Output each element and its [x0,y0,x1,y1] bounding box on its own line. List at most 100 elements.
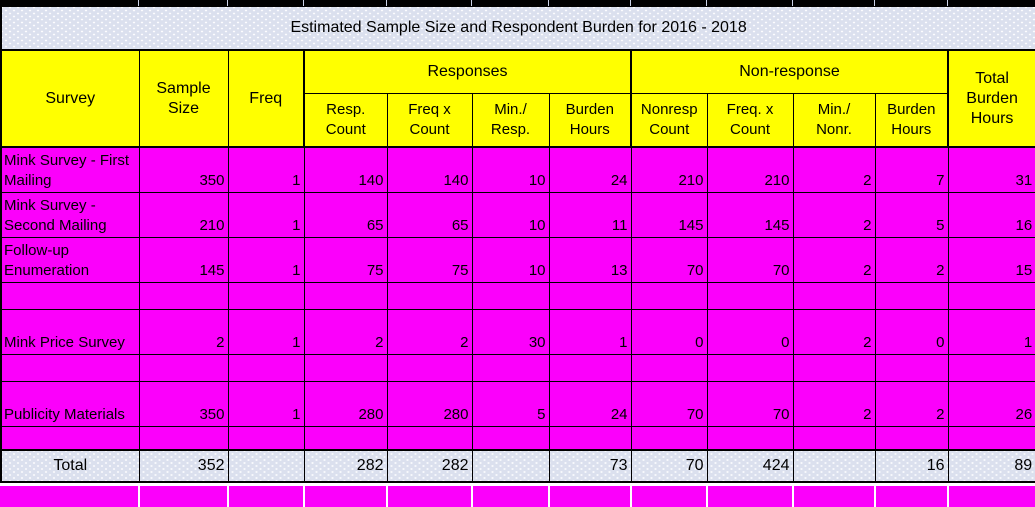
table-cell: 1 [227,309,305,355]
header-line: Resp. [490,121,531,138]
header-line: Freq x [408,101,451,118]
table-cell: 2 [138,309,229,355]
top-strip-segment [138,0,227,6]
col-header-total-burden-hours: Total Burden Hours [946,49,1035,148]
row-label-line: Survey [78,334,125,351]
table-cell: 16 [874,449,949,483]
header-line: Hours [970,109,1014,127]
row-mink-survey-first-mailing: Mink Survey - First Mailing 350 1 140 14… [0,146,1035,193]
table-cell: 75 [303,237,388,283]
empty-cell [471,426,550,451]
header-line: Nonr. [816,121,852,138]
top-strip-segment [303,0,386,6]
table-cell: 65 [303,192,388,238]
empty-cell [138,426,229,451]
empty-cell [227,282,305,310]
table-cell: 89 [947,449,1035,483]
header-line: Min./ [494,101,527,118]
empty-cell [630,354,708,382]
bottom-row-segment [227,486,303,507]
empty-row [0,354,1035,382]
table-cell: 13 [548,237,632,283]
empty-cell [630,282,708,310]
table-cell: 282 [386,449,473,483]
row-label: Mink Survey - Second Mailing [0,192,140,238]
bottom-row-segment [0,486,138,507]
col-header-freq-x-count: Freq x Count [386,93,473,148]
row-label-line: First Mailing [4,152,130,189]
empty-cell [138,282,229,310]
table-cell: 7 [874,146,949,193]
top-strip-segment [227,0,303,6]
col-header-resp-count: Resp. Count [303,93,388,148]
table-cell: 350 [138,146,229,193]
table-cell: 280 [386,381,473,427]
empty-cell [303,426,388,451]
table-cell [792,449,876,483]
row-label-line: Mink Price [4,334,75,351]
table-cell: 1 [227,192,305,238]
header-line: Burden [565,101,614,118]
header-line: Count [409,121,450,138]
table-cell: 5 [874,192,949,238]
empty-cell [792,282,876,310]
table-cell: 1 [227,146,305,193]
header-line: Sample [156,79,211,97]
empty-cell [548,426,632,451]
row-label-line: Mink Survey - [4,197,96,214]
row-label-line: Materials [64,406,125,423]
table-cell: 70 [706,237,794,283]
table-cell: 24 [548,146,632,193]
empty-cell [303,282,388,310]
row-label: Publicity Materials [0,381,140,427]
table-cell [227,449,305,483]
row-follow-up-enumeration: Follow-up Enumeration 145 1 75 75 10 13 … [0,237,1035,283]
table-cell: 65 [386,192,473,238]
top-edge-strip [0,0,1035,6]
table-cell: 210 [706,146,794,193]
table-cell: 140 [386,146,473,193]
empty-cell [548,282,632,310]
empty-cell [706,354,794,382]
bottom-row-segment [706,486,792,507]
col-header-nonresp-count: Nonresp Count [630,93,708,148]
header-line: Hours [891,121,932,138]
table-cell: 145 [706,192,794,238]
col-header-sample-size: Sample Size [138,49,229,148]
empty-cell [471,354,550,382]
bottom-row-segment [792,486,874,507]
row-mink-price-survey: Mink Price Survey 2 1 2 2 30 1 0 0 2 0 1 [0,309,1035,355]
row-label-line: Mink Survey - [4,152,96,169]
table-cell: 0 [630,309,708,355]
table-cell: 2 [792,146,876,193]
header-line: Burden [966,89,1018,107]
empty-cell [548,354,632,382]
bottom-row-segment [471,486,548,507]
header-line: Resp. [326,101,366,118]
header-line: Hours [569,121,610,138]
header-line: Count [325,121,366,138]
empty-row [0,282,1035,310]
table-title: Estimated Sample Size and Respondent Bur… [0,6,1035,51]
table-cell: 73 [548,449,632,483]
top-strip-segment [792,0,874,6]
table-cell: 5 [471,381,550,427]
bottom-row-segment [138,486,227,507]
table-cell [471,449,550,483]
group-header-responses: Responses [303,49,632,94]
table-cell: 15 [947,237,1035,283]
row-total: Total 352 282 282 73 70 424 16 89 [0,449,1035,483]
empty-cell [874,282,949,310]
col-header-burden-hours-nonresp: Burden Hours [874,93,949,148]
empty-cell [706,282,794,310]
header-line: Size [167,99,200,117]
table-cell: 10 [471,192,550,238]
col-header-min-resp: Min./ Resp. [471,93,550,148]
col-header-freq: Freq [227,49,305,148]
table-cell: 70 [630,449,708,483]
empty-cell [471,282,550,310]
table-cell: 282 [303,449,388,483]
top-strip-segment [947,0,1035,6]
table-cell: 424 [706,449,794,483]
